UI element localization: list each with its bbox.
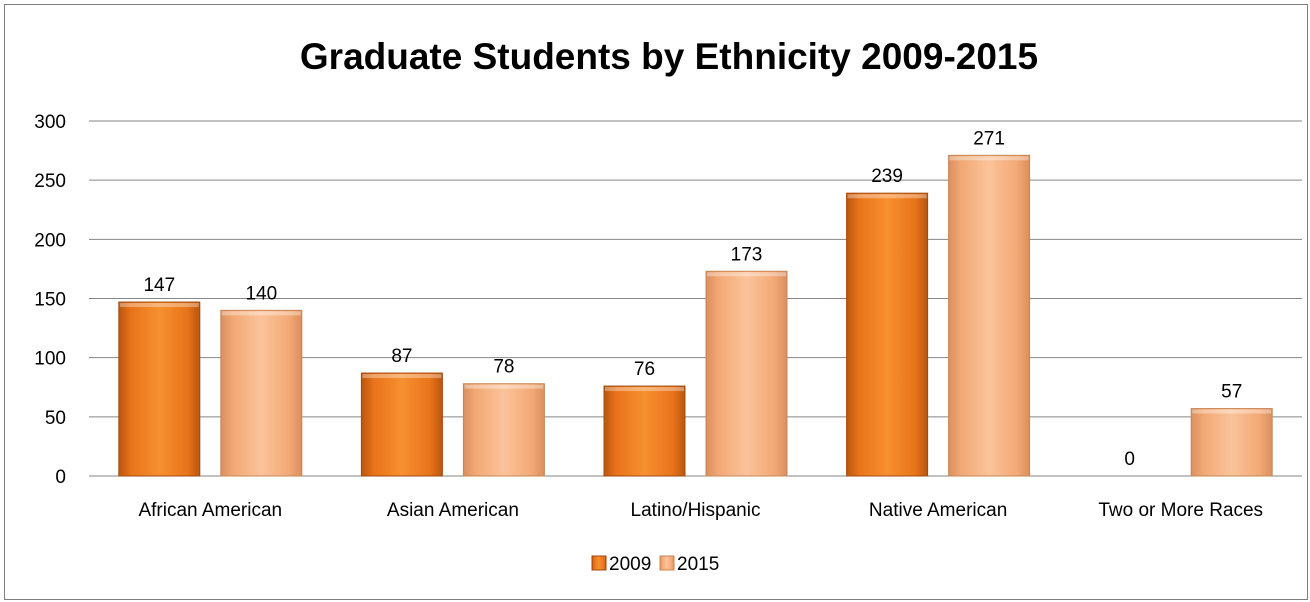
data-label: 271	[973, 128, 1005, 149]
x-tick-label: Asian American	[387, 500, 519, 521]
bar-2015	[948, 154, 1031, 477]
bar-highlight	[221, 311, 301, 316]
y-tick-label: 200	[34, 230, 66, 251]
x-tick-label: African American	[138, 500, 282, 521]
data-label: 76	[634, 359, 655, 380]
bar-highlight	[605, 387, 684, 392]
bar-highlight	[707, 272, 786, 277]
x-tick-label: Latino/Hispanic	[631, 500, 761, 521]
legend-swatch-2015	[659, 555, 675, 571]
y-tick-label: 300	[34, 112, 66, 133]
bar-2015	[1190, 408, 1273, 477]
bar-2009	[846, 192, 929, 477]
data-labels: 147 140 87 78 76 173 239 271 0 57	[143, 128, 1242, 470]
y-tick-label: 150	[34, 290, 66, 311]
data-label: 57	[1221, 382, 1242, 403]
x-axis-category-labels: African American Asian American Latino/His…	[138, 500, 1263, 521]
y-axis-tick-labels: 0 50 100 150 200 250 300	[34, 112, 66, 488]
bar-highlight	[464, 384, 544, 389]
data-label: 239	[871, 166, 903, 187]
legend-swatch-2009	[591, 555, 607, 571]
bar-2009	[360, 372, 443, 477]
bar-2009	[603, 385, 686, 477]
data-label: 87	[391, 346, 412, 367]
bars	[118, 154, 1273, 477]
legend-label: 2009	[609, 554, 651, 575]
data-label: 147	[143, 275, 175, 296]
bar-highlight	[119, 303, 199, 308]
bar-highlight	[1192, 409, 1272, 414]
bar-2015	[705, 270, 788, 477]
data-label: 140	[245, 283, 277, 304]
bar-highlight	[362, 374, 442, 379]
chart-title: Graduate Students by Ethnicity 2009-2015	[299, 36, 1039, 77]
bar-2015	[462, 383, 545, 477]
data-label: 78	[493, 357, 514, 378]
y-tick-label: 250	[34, 171, 66, 192]
data-label: 173	[731, 244, 763, 265]
y-tick-label: 0	[55, 467, 66, 488]
bar-2015	[220, 309, 303, 477]
x-tick-label: Two or More Races	[1098, 500, 1263, 521]
y-tick-label: 100	[34, 349, 66, 370]
bar-2009	[118, 301, 201, 477]
chart-frame	[4, 4, 1308, 600]
legend: 2009 2015	[591, 554, 719, 575]
legend-label: 2015	[677, 554, 719, 575]
x-tick-label: Native American	[869, 500, 1007, 521]
data-label: 0	[1124, 449, 1135, 470]
y-tick-label: 50	[45, 408, 66, 429]
bar-highlight	[847, 194, 927, 199]
bar-highlight	[949, 156, 1029, 161]
